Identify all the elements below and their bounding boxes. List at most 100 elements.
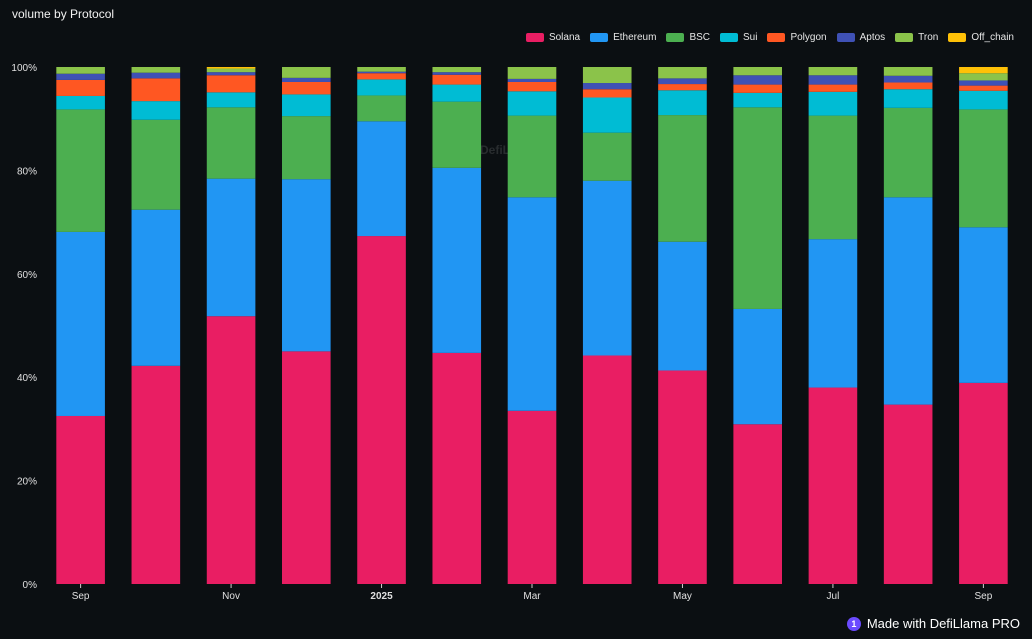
- bar-segment-tron[interactable]: [131, 67, 181, 73]
- bar-segment-ethereum[interactable]: [131, 209, 181, 366]
- bar-segment-sui[interactable]: [733, 92, 782, 108]
- bar-segment-solana[interactable]: [357, 236, 406, 584]
- bar-segment-bsc[interactable]: [733, 107, 782, 309]
- bar-stack-2024-11[interactable]: [206, 67, 256, 584]
- bar-segment-tron[interactable]: [959, 73, 1008, 81]
- bar-segment-solana[interactable]: [808, 387, 858, 584]
- bar-segment-solana[interactable]: [733, 424, 782, 584]
- bar-segment-ethereum[interactable]: [507, 197, 557, 411]
- legend-item-tron[interactable]: Tron: [895, 32, 938, 43]
- bar-segment-solana[interactable]: [56, 415, 105, 584]
- bar-segment-polygon[interactable]: [959, 85, 1008, 91]
- bar-segment-ethereum[interactable]: [808, 239, 858, 388]
- bar-segment-polygon[interactable]: [56, 79, 105, 96]
- bar-segment-aptos[interactable]: [582, 83, 632, 90]
- bar-segment-sui[interactable]: [357, 79, 406, 96]
- bar-segment-ethereum[interactable]: [582, 180, 632, 356]
- bar-segment-aptos[interactable]: [959, 80, 1008, 86]
- bar-segment-aptos[interactable]: [56, 73, 105, 80]
- bar-segment-polygon[interactable]: [507, 81, 557, 92]
- bar-stack-2024-10[interactable]: [131, 67, 181, 584]
- bar-segment-bsc[interactable]: [432, 101, 482, 168]
- bar-segment-solana[interactable]: [959, 382, 1008, 584]
- bar-segment-polygon[interactable]: [658, 84, 707, 91]
- bar-segment-ethereum[interactable]: [56, 231, 105, 416]
- bar-segment-tron[interactable]: [658, 67, 707, 79]
- bar-segment-solana[interactable]: [507, 410, 557, 584]
- bar-segment-ethereum[interactable]: [733, 308, 782, 425]
- bar-segment-solana[interactable]: [432, 352, 482, 584]
- bar-segment-sui[interactable]: [883, 89, 933, 108]
- bar-segment-solana[interactable]: [582, 355, 632, 584]
- bar-segment-tron[interactable]: [56, 67, 105, 74]
- legend-item-solana[interactable]: Solana: [525, 32, 580, 43]
- bar-segment-sui[interactable]: [808, 91, 858, 116]
- bar-stack-2025-01[interactable]: [357, 67, 406, 584]
- bar-segment-sui[interactable]: [282, 94, 331, 117]
- bar-segment-bsc[interactable]: [959, 109, 1008, 228]
- bar-segment-sui[interactable]: [131, 101, 181, 120]
- bar-segment-sui[interactable]: [959, 90, 1008, 110]
- bar-segment-ethereum[interactable]: [883, 197, 933, 405]
- bar-segment-bsc[interactable]: [206, 107, 256, 179]
- bar-segment-aptos[interactable]: [658, 78, 707, 85]
- bar-segment-sui[interactable]: [658, 90, 707, 116]
- bar-segment-ethereum[interactable]: [206, 178, 256, 317]
- bar-segment-polygon[interactable]: [582, 89, 632, 98]
- bar-stack-2025-02[interactable]: [432, 67, 482, 584]
- bar-segment-bsc[interactable]: [282, 116, 331, 180]
- bar-segment-tron[interactable]: [206, 68, 256, 73]
- bar-segment-polygon[interactable]: [131, 78, 181, 102]
- bar-segment-aptos[interactable]: [733, 75, 782, 85]
- bar-segment-solana[interactable]: [883, 404, 933, 584]
- bar-stack-2024-12[interactable]: [282, 67, 331, 584]
- bar-stack-2025-03[interactable]: [507, 67, 557, 584]
- bar-segment-sui[interactable]: [582, 97, 632, 133]
- bar-segment-tron[interactable]: [582, 67, 632, 84]
- bar-segment-aptos[interactable]: [282, 77, 331, 82]
- bar-segment-solana[interactable]: [282, 351, 331, 584]
- bar-segment-bsc[interactable]: [507, 115, 557, 198]
- bar-segment-bsc[interactable]: [56, 109, 105, 232]
- bar-segment-bsc[interactable]: [658, 115, 707, 242]
- bar-segment-solana[interactable]: [131, 365, 181, 584]
- bar-segment-polygon[interactable]: [733, 84, 782, 93]
- legend-item-aptos[interactable]: Aptos: [836, 32, 885, 43]
- bar-stack-2025-04[interactable]: [582, 67, 632, 584]
- bar-segment-bsc[interactable]: [582, 132, 632, 181]
- bar-segment-ethereum[interactable]: [432, 167, 482, 353]
- bar-segment-solana[interactable]: [206, 316, 256, 584]
- bar-segment-polygon[interactable]: [808, 84, 858, 92]
- legend-item-sui[interactable]: Sui: [720, 32, 757, 43]
- bar-stack-2024-09[interactable]: [56, 67, 105, 584]
- bar-segment-tron[interactable]: [357, 67, 406, 72]
- bar-segment-tron[interactable]: [883, 67, 933, 76]
- bar-segment-polygon[interactable]: [206, 75, 256, 93]
- legend-item-off_chain[interactable]: Off_chain: [948, 32, 1014, 43]
- bar-segment-tron[interactable]: [733, 67, 782, 76]
- bar-segment-ethereum[interactable]: [658, 241, 707, 371]
- bar-segment-polygon[interactable]: [883, 82, 933, 90]
- bar-segment-ethereum[interactable]: [282, 179, 331, 352]
- bar-segment-sui[interactable]: [206, 92, 256, 108]
- bar-segment-bsc[interactable]: [357, 95, 406, 122]
- legend-item-bsc[interactable]: BSC: [666, 32, 710, 43]
- bar-segment-ethereum[interactable]: [357, 121, 406, 237]
- bar-stack-2025-09[interactable]: [959, 67, 1008, 584]
- bar-segment-tron[interactable]: [808, 67, 858, 76]
- bar-segment-tron[interactable]: [432, 67, 482, 73]
- bar-segment-polygon[interactable]: [282, 81, 331, 95]
- bar-segment-aptos[interactable]: [432, 72, 482, 75]
- bar-stack-2025-06[interactable]: [733, 67, 782, 584]
- bar-segment-aptos[interactable]: [131, 72, 181, 79]
- bar-segment-tron[interactable]: [282, 67, 331, 78]
- bar-segment-bsc[interactable]: [883, 107, 933, 198]
- legend-item-ethereum[interactable]: Ethereum: [590, 32, 656, 43]
- bar-segment-tron[interactable]: [507, 67, 557, 79]
- bar-segment-bsc[interactable]: [808, 115, 858, 240]
- bar-stack-2025-07[interactable]: [808, 67, 858, 584]
- bar-segment-solana[interactable]: [658, 370, 707, 584]
- bar-segment-aptos[interactable]: [507, 78, 557, 82]
- bar-segment-aptos[interactable]: [357, 71, 406, 74]
- bar-segment-aptos[interactable]: [206, 72, 256, 76]
